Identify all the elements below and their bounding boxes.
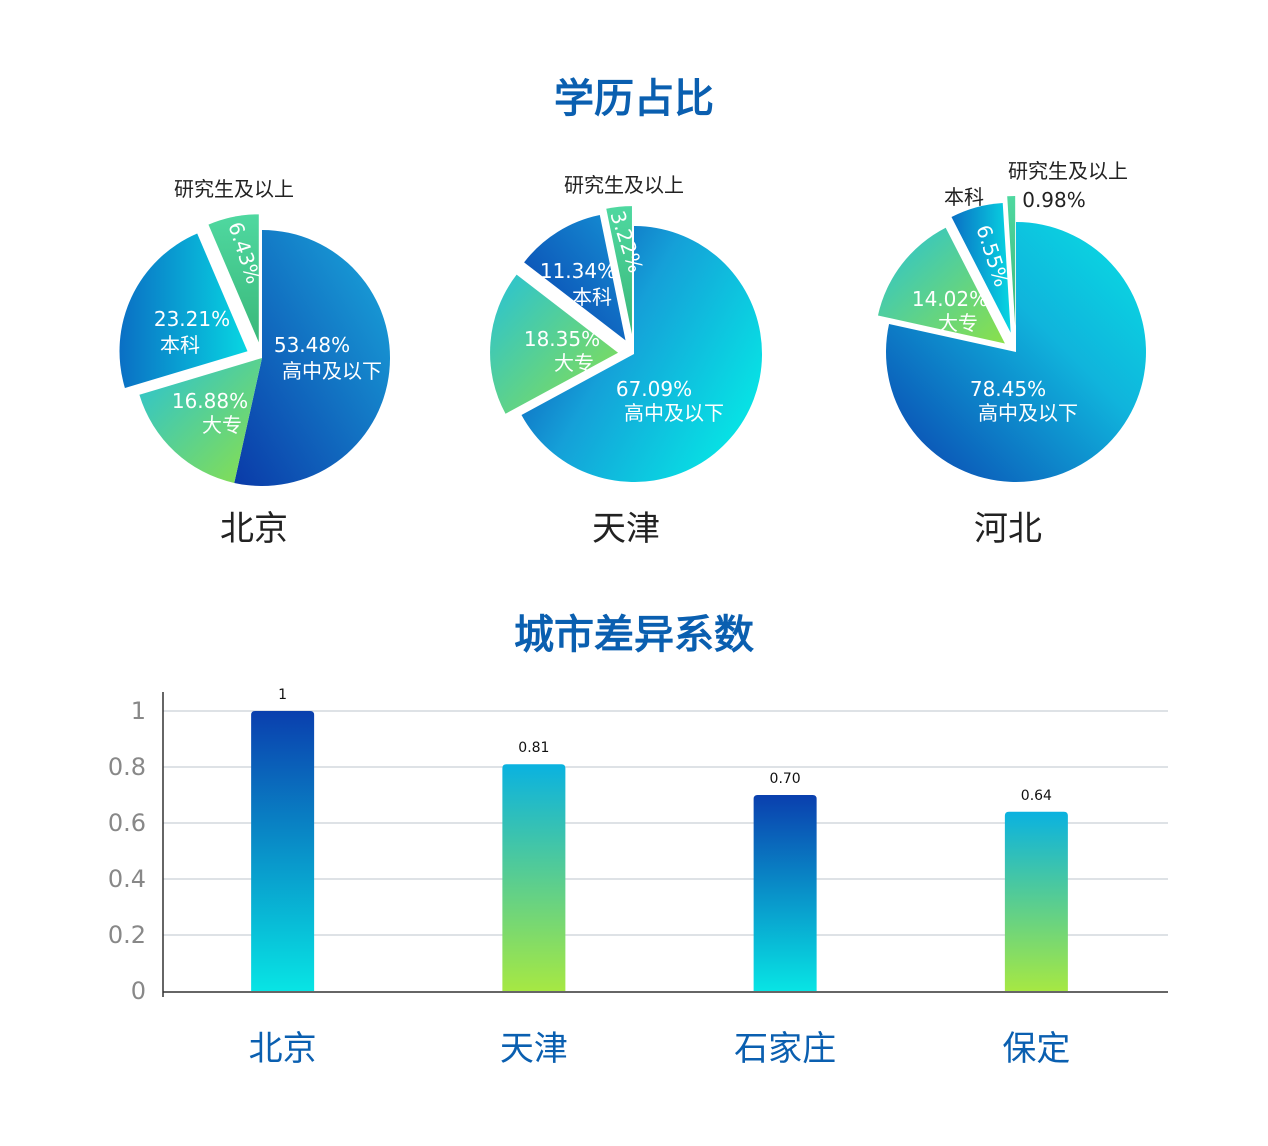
pie-city-label: 北京 — [220, 509, 288, 549]
pie-slice-value: 67.09% — [616, 377, 692, 401]
bar-value-label: 0.81 — [518, 740, 549, 756]
section-title-education: 学历占比 — [554, 76, 714, 122]
pie-slice-category: 大专 — [938, 311, 978, 335]
x-category-label: 保定 — [1002, 1029, 1070, 1069]
pie-city-label: 河北 — [974, 509, 1042, 549]
pie-slice-category: 研究生及以上 — [1008, 159, 1128, 183]
bar-value-label: 1 — [278, 687, 287, 703]
pie-slice-2 — [951, 202, 1011, 333]
bar-2 — [753, 795, 817, 991]
y-tick-label: 0.6 — [108, 809, 146, 837]
y-tick-label: 0 — [131, 977, 146, 1005]
x-category-label: 北京 — [249, 1029, 317, 1069]
pie-slice-category: 大专 — [202, 413, 242, 437]
pie-slice-value: 78.45% — [970, 377, 1046, 401]
pie-slice-value: 11.34% — [540, 259, 616, 283]
pie-slice-1 — [877, 227, 1005, 344]
pie-slice-category: 研究生及以上 — [564, 173, 684, 197]
pie-slice-1 — [139, 358, 262, 483]
pie-slice-value: 23.21% — [154, 307, 230, 331]
pie-slice-category: 研究生及以上 — [174, 177, 294, 201]
pie-slice-category: 大专 — [554, 351, 594, 375]
pie-slice-3 — [606, 206, 632, 335]
pie-slice-2 — [524, 215, 626, 341]
pie-slice-0 — [521, 226, 763, 483]
x-category-label: 天津 — [500, 1029, 568, 1069]
y-tick-label: 0.2 — [108, 921, 146, 949]
pie-slice-category: 本科 — [572, 285, 612, 309]
pie-slice-3 — [1007, 196, 1016, 327]
pie-slice-3 — [208, 214, 259, 343]
pie-slice-category: 高中及以下 — [282, 359, 382, 383]
bar-0 — [251, 711, 315, 991]
x-category-label: 石家庄 — [734, 1029, 836, 1069]
pie-slice-value: 14.02% — [912, 287, 988, 311]
section-title-city-coefficient: 城市差异系数 — [514, 612, 754, 658]
pie-slice-category: 本科 — [160, 333, 200, 357]
bar-value-label: 0.70 — [770, 771, 801, 787]
pie-slice-category: 本科 — [944, 185, 984, 209]
y-tick-label: 1 — [131, 697, 146, 725]
bar-value-label: 0.64 — [1021, 788, 1052, 804]
y-tick-label: 0.8 — [108, 753, 146, 781]
pie-slice-0 — [885, 222, 1146, 482]
pie-slice-value: 18.35% — [524, 327, 600, 351]
bar-3 — [1004, 811, 1068, 991]
pie-slice-1 — [490, 274, 619, 414]
pie-city-label: 天津 — [592, 509, 660, 549]
y-tick-label: 0.4 — [108, 865, 146, 893]
bar-1 — [502, 764, 566, 991]
pie-slice-category: 高中及以下 — [624, 401, 724, 425]
pie-charts-group: 53.48%高中及以下16.88%大专23.21%本科6.43%研究生及以上北京… — [119, 159, 1146, 549]
pie-slice-2 — [119, 233, 248, 389]
pie-slice-value: 16.88% — [172, 389, 248, 413]
pie-slice-value: 53.48% — [274, 333, 350, 357]
pie-slice-category: 高中及以下 — [978, 401, 1078, 425]
pie-slice-value: 0.98% — [1022, 188, 1086, 212]
pie-slice-0 — [234, 230, 391, 487]
